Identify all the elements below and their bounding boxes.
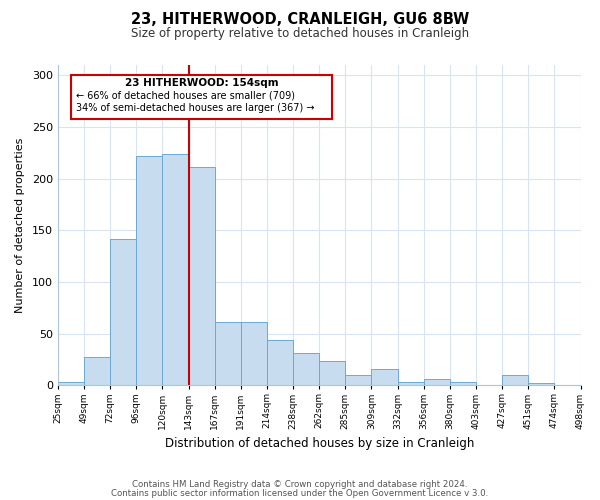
Text: 23, HITHERWOOD, CRANLEIGH, GU6 8BW: 23, HITHERWOOD, CRANLEIGH, GU6 8BW xyxy=(131,12,469,28)
Bar xyxy=(528,384,554,386)
Bar xyxy=(398,382,424,386)
Bar xyxy=(293,354,319,386)
Bar xyxy=(241,322,267,386)
Bar xyxy=(424,379,450,386)
Bar xyxy=(163,154,188,386)
Bar xyxy=(371,369,398,386)
X-axis label: Distribution of detached houses by size in Cranleigh: Distribution of detached houses by size … xyxy=(164,437,474,450)
Text: 23 HITHERWOOD: 154sqm: 23 HITHERWOOD: 154sqm xyxy=(125,78,278,88)
Bar xyxy=(188,168,215,386)
Bar xyxy=(319,360,346,386)
Bar xyxy=(110,238,136,386)
Bar xyxy=(502,375,528,386)
Bar xyxy=(215,322,241,386)
Bar xyxy=(136,156,163,386)
Bar xyxy=(450,382,476,386)
Text: Contains public sector information licensed under the Open Government Licence v : Contains public sector information licen… xyxy=(112,488,488,498)
Bar xyxy=(267,340,293,386)
FancyBboxPatch shape xyxy=(71,76,332,118)
Bar xyxy=(346,375,371,386)
Bar xyxy=(58,382,84,386)
Y-axis label: Number of detached properties: Number of detached properties xyxy=(15,138,25,313)
Text: Size of property relative to detached houses in Cranleigh: Size of property relative to detached ho… xyxy=(131,28,469,40)
Bar xyxy=(84,358,110,386)
Text: ← 66% of detached houses are smaller (709): ← 66% of detached houses are smaller (70… xyxy=(76,91,295,101)
Text: Contains HM Land Registry data © Crown copyright and database right 2024.: Contains HM Land Registry data © Crown c… xyxy=(132,480,468,489)
Text: 34% of semi-detached houses are larger (367) →: 34% of semi-detached houses are larger (… xyxy=(76,103,315,113)
